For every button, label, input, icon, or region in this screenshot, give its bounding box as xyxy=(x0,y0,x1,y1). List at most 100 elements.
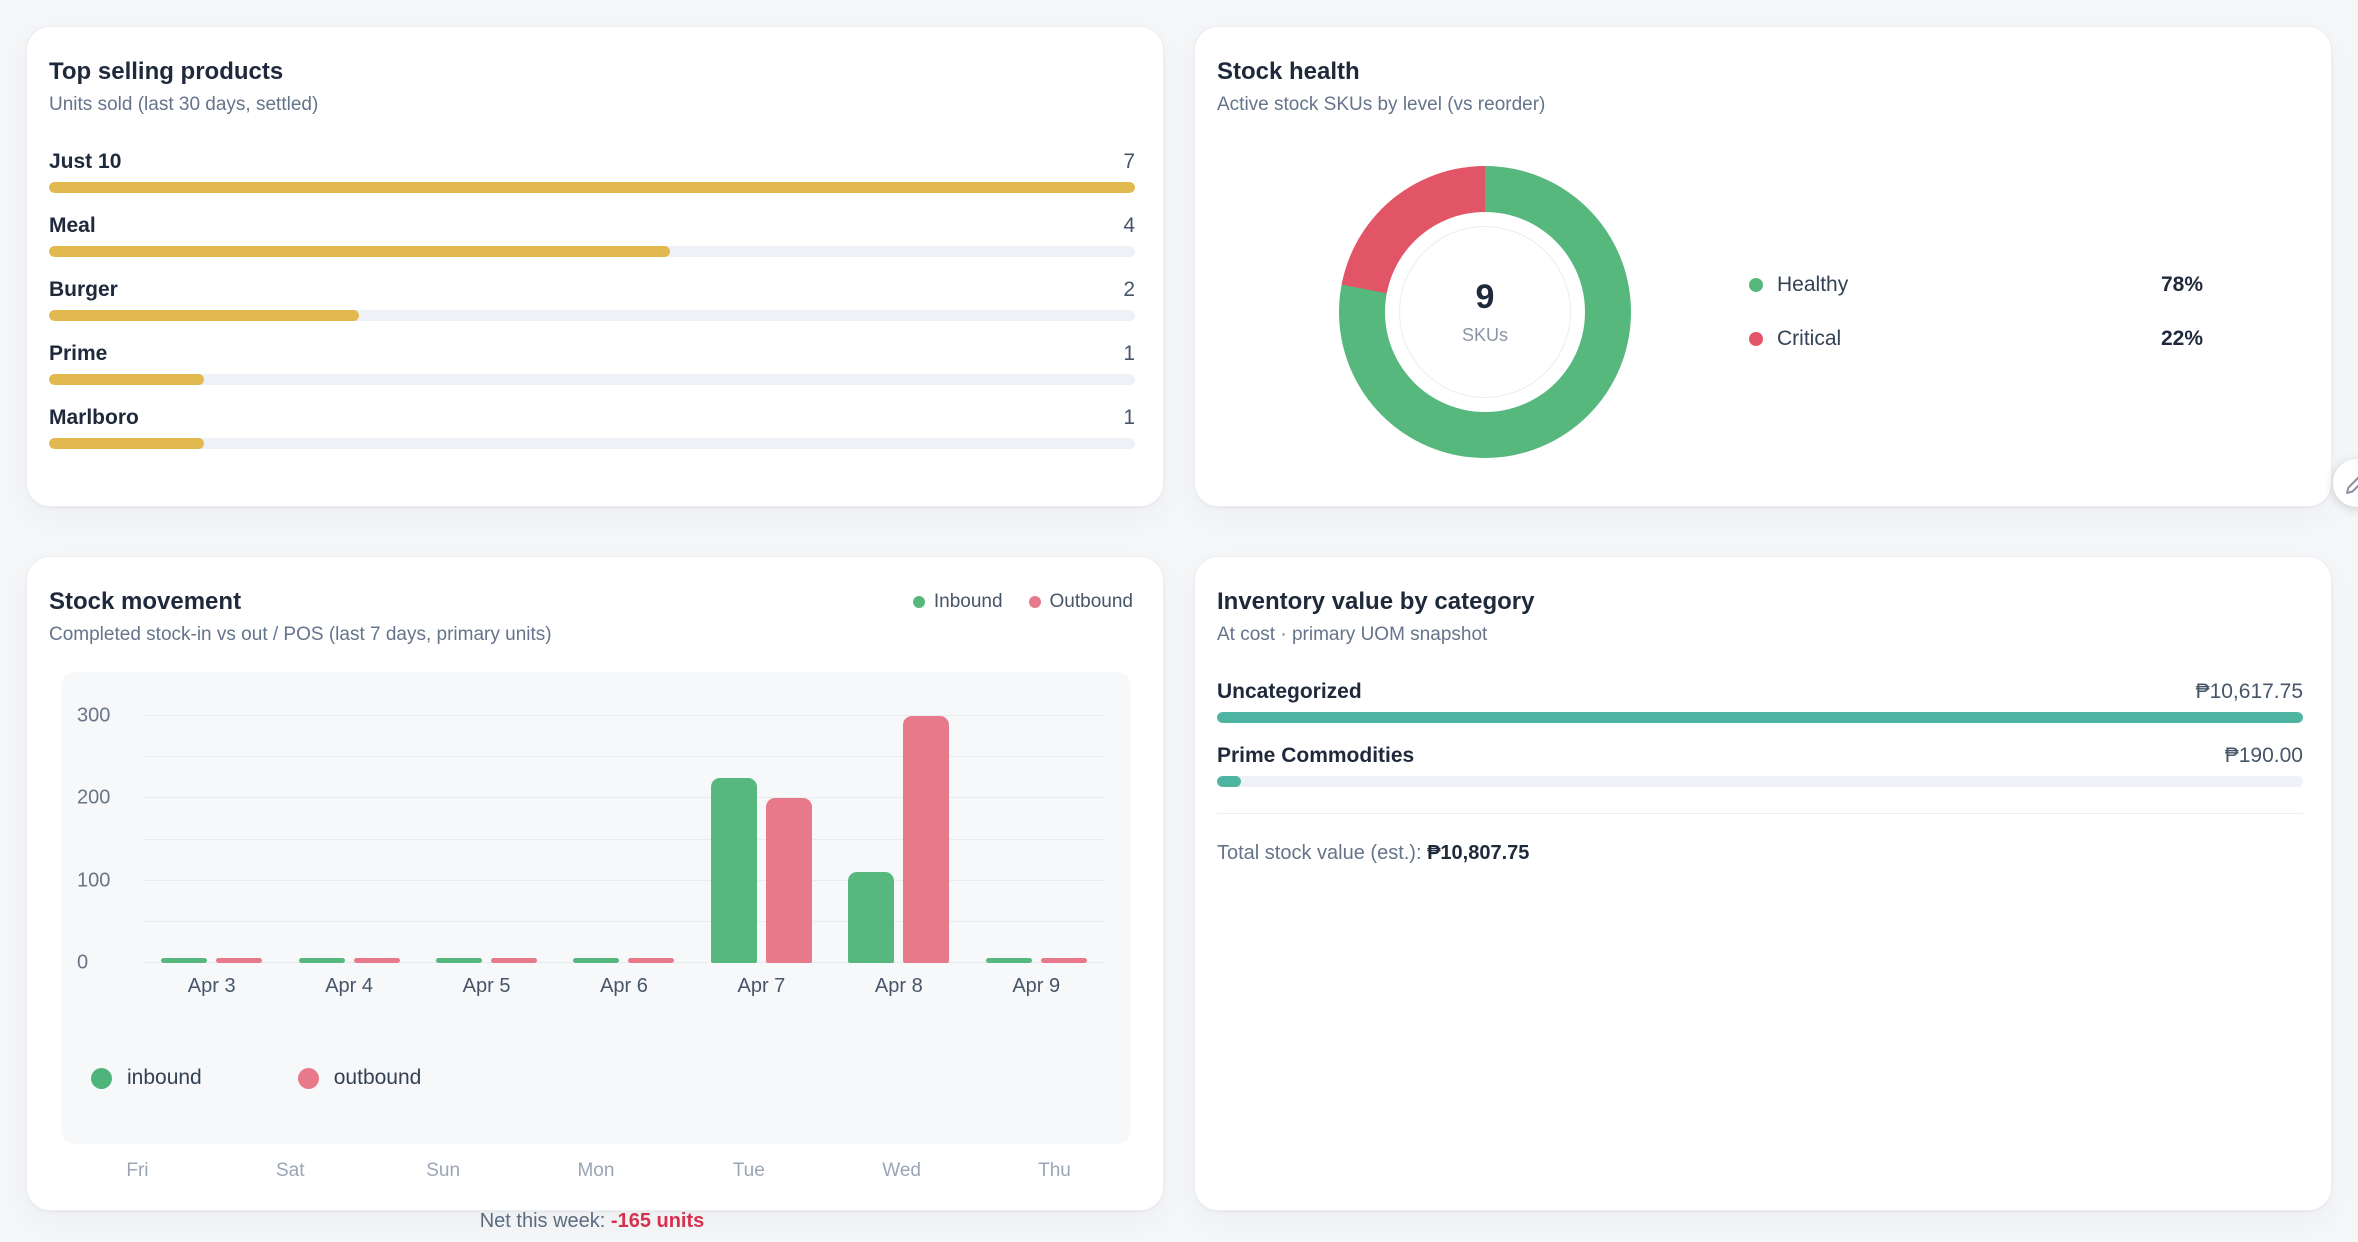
x-axis-label: Apr 5 xyxy=(462,975,511,997)
net-value: -165 units xyxy=(610,1210,705,1232)
gridline xyxy=(143,962,1105,963)
bar-inbound xyxy=(985,958,1032,963)
bar-row-value: 7 xyxy=(1123,150,1135,173)
gridline xyxy=(143,797,1105,799)
bar-fill xyxy=(49,438,205,449)
weekday-labels-row: Fri Sat Sun Mon Tue Wed Thu xyxy=(61,1160,1131,1182)
bar-group xyxy=(848,716,950,963)
top-products-title: Top selling products xyxy=(49,58,284,85)
bar-fill xyxy=(1217,776,1241,787)
bar-row-value: 1 xyxy=(1123,342,1135,365)
bar-group xyxy=(573,958,675,963)
weekday-label: Fri xyxy=(126,1160,149,1181)
total-stock-value: ₱10,807.75 xyxy=(1427,842,1530,864)
inventory-value-title: Inventory value by category xyxy=(1217,588,1535,615)
bar-fill xyxy=(49,310,360,321)
legend-label: Critical xyxy=(1777,327,1842,350)
bar-row-label: Marlboro xyxy=(49,406,139,429)
stock-health-legend: Healthy 78% Critical 22% xyxy=(1749,273,2203,351)
bar-track xyxy=(1217,712,2303,723)
stock-movement-bottom-legend: inbound outbound xyxy=(77,1066,1109,1090)
stock-movement-heading: Stock movement Completed stock-in vs out… xyxy=(49,587,552,648)
stock-movement-header: Stock movement Completed stock-in vs out… xyxy=(49,587,1135,648)
bar-group xyxy=(298,958,400,963)
bar-track xyxy=(49,310,1135,321)
bar-outbound xyxy=(216,958,263,963)
bar-row-value: 4 xyxy=(1123,214,1135,237)
bar-track xyxy=(49,182,1135,193)
bar-inbound xyxy=(710,777,757,963)
bar-outbound xyxy=(491,958,538,963)
stock-movement-top-legend: Inbound Outbound xyxy=(912,591,1133,613)
legend-row: Critical 22% xyxy=(1749,327,2203,351)
legend-dot-icon xyxy=(297,1067,319,1089)
stock-movement-card: Stock movement Completed stock-in vs out… xyxy=(26,556,1164,1232)
bar-chart-plot-area xyxy=(143,715,1105,963)
weekday-label: Mon xyxy=(577,1160,615,1181)
bar-outbound xyxy=(765,798,812,963)
y-tick-label: 100 xyxy=(77,869,111,892)
bar-inbound xyxy=(848,872,895,963)
bar-group xyxy=(985,958,1087,963)
bar-list-row: Just 10 7 xyxy=(49,150,1135,193)
legend-item: inbound xyxy=(91,1066,202,1090)
x-axis-labels: Apr 3 Apr 4 Apr 5 Apr 6 Apr 7 Apr 8 Apr 9 xyxy=(143,975,1105,998)
total-stock-value-line: Total stock value (est.): ₱10,807.75 xyxy=(1217,842,2303,865)
bar-row-label: Just 10 xyxy=(49,150,122,173)
legend-percent: 78% xyxy=(2160,273,2203,296)
x-axis-label: Apr 8 xyxy=(874,975,923,997)
bar-inbound xyxy=(573,958,620,963)
stock-health-subtitle: Active stock SKUs by level (vs reorder) xyxy=(1217,94,1546,115)
bar-track xyxy=(1217,776,2303,787)
bar-list-row: Prime Commodities ₱190.00 xyxy=(1217,744,2303,787)
stock-health-body: 9 SKUs Healthy 78% Critical 22% xyxy=(1217,166,2303,458)
inventory-bar-list: Uncategorized ₱10,617.75 Prime Commodities… xyxy=(1217,680,2303,787)
bar-outbound xyxy=(903,716,950,963)
legend-label: Healthy xyxy=(1777,273,1849,296)
x-axis-label: Apr 6 xyxy=(600,975,648,997)
total-stock-value-label: Total stock value (est.): xyxy=(1217,842,1428,864)
legend-dot-icon xyxy=(1749,332,1763,346)
gridline xyxy=(143,920,1105,922)
net-summary-line: Net this week: -165 units xyxy=(49,1210,1135,1233)
bar-row-value: 2 xyxy=(1123,278,1135,301)
top-products-bar-list: Just 10 7 Meal 4 Burger 2 Prime 1 Marlboro 1 xyxy=(49,150,1135,449)
bar-row-label: Uncategorized xyxy=(1217,680,1362,703)
bar-group xyxy=(161,958,263,963)
y-tick-label: 200 xyxy=(77,786,111,809)
bar-list-row: Meal 4 xyxy=(49,214,1135,257)
stock-movement-chart-panel: 0 100 200 300 Apr 3 Apr 4 Apr 5 Apr 6 Apr 7 Apr … xyxy=(61,672,1131,1144)
bar-list-row: Burger 2 xyxy=(49,278,1135,321)
pencil-icon xyxy=(2346,476,2358,494)
bar-row-value: ₱10,617.75 xyxy=(2195,680,2303,703)
bar-track xyxy=(49,438,1135,449)
bar-outbound xyxy=(353,958,400,963)
bar-outbound xyxy=(628,958,675,963)
bar-inbound xyxy=(298,958,345,963)
stock-movement-subtitle: Completed stock-in vs out / POS (last 7 … xyxy=(49,624,552,645)
bar-row-value: ₱190.00 xyxy=(2224,744,2303,767)
inventory-value-card: Inventory value by category At cost · pr… xyxy=(1194,556,2332,1211)
donut-hole: 9 SKUs xyxy=(1385,212,1585,412)
weekday-label: Sat xyxy=(276,1160,305,1181)
donut-center: 9 SKUs xyxy=(1399,226,1571,398)
bar-fill xyxy=(49,374,205,385)
bar-inbound xyxy=(161,958,208,963)
bar-fill xyxy=(49,182,1135,193)
bar-row-label: Burger xyxy=(49,278,118,301)
legend-label: Inbound xyxy=(933,591,1003,612)
legend-dot-icon xyxy=(912,596,925,608)
weekday-label: Thu xyxy=(1038,1160,1071,1181)
inventory-value-subtitle: At cost · primary UOM snapshot xyxy=(1217,624,1488,645)
bar-list-row: Uncategorized ₱10,617.75 xyxy=(1217,680,2303,723)
weekday-label: Sun xyxy=(426,1160,461,1181)
legend-item: Inbound xyxy=(912,591,1003,613)
gridline xyxy=(143,715,1105,716)
bar-fill xyxy=(1217,712,2303,723)
bar-outbound xyxy=(1040,958,1087,963)
legend-percent: 22% xyxy=(2160,327,2203,350)
divider xyxy=(1217,813,2303,814)
legend-row: Healthy 78% xyxy=(1749,273,2203,297)
gridline xyxy=(143,756,1105,758)
